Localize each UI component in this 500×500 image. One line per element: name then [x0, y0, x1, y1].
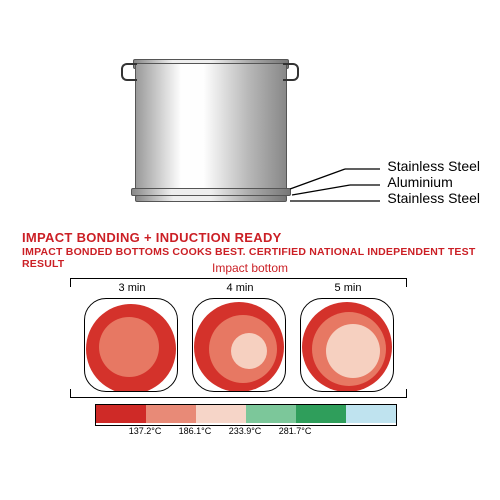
temp-segment	[346, 405, 396, 423]
temp-segment	[146, 405, 196, 423]
layer-labels: Stainless Steel Aluminium Stainless Stee…	[387, 158, 480, 206]
heat-cell-1	[84, 298, 178, 392]
pot-base-layer-2	[135, 195, 287, 202]
heading-main: IMPACT BONDING + INDUCTION READY	[22, 230, 282, 245]
temp-segment	[246, 405, 296, 423]
pot-handle-right	[283, 63, 299, 81]
temp-segment	[96, 405, 146, 423]
time-label-1: 3 min	[82, 282, 182, 294]
temp-label: 281.7°C	[279, 426, 312, 436]
temp-label: 137.2°C	[129, 426, 162, 436]
infographic-root: Stainless Steel Aluminium Stainless Stee…	[0, 0, 500, 500]
heat-ring	[326, 324, 380, 378]
heat-cell-3	[300, 298, 394, 392]
impact-title: Impact bottom	[0, 261, 500, 275]
heat-test-panel: 3 min 4 min 5 min	[70, 278, 405, 398]
temperature-labels: 137.2°C 186.1°C 233.9°C 281.7°C	[95, 426, 395, 440]
pot-illustration: Stainless Steel Aluminium Stainless Stee…	[0, 55, 500, 225]
temperature-scale	[95, 404, 397, 426]
pot-body	[135, 63, 287, 190]
layer-label-1: Stainless Steel	[387, 158, 480, 174]
pot	[125, 55, 295, 195]
pot-handle-left	[121, 63, 137, 81]
heat-ring	[99, 317, 159, 377]
time-label-2: 4 min	[190, 282, 290, 294]
heat-ring	[231, 333, 267, 369]
heat-cell-2	[192, 298, 286, 392]
time-label-3: 5 min	[298, 282, 398, 294]
temp-label: 233.9°C	[229, 426, 262, 436]
temp-segment	[196, 405, 246, 423]
layer-label-2: Aluminium	[387, 174, 480, 190]
temp-segment	[296, 405, 346, 423]
temp-label: 186.1°C	[179, 426, 212, 436]
layer-label-3: Stainless Steel	[387, 190, 480, 206]
